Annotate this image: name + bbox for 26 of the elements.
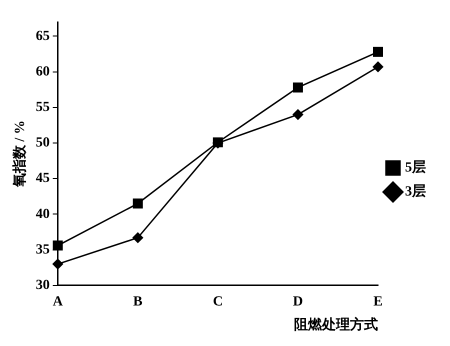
- point: [132, 198, 143, 209]
- x-axis-title: 阻燃处理方式: [294, 316, 378, 334]
- x-tick-label: E: [373, 294, 383, 310]
- point: [132, 232, 144, 243]
- point: [52, 240, 63, 251]
- point: [372, 62, 384, 72]
- legend-label: 5层: [405, 160, 426, 176]
- point: [52, 258, 64, 270]
- y-tick-label: 45: [36, 171, 50, 186]
- y-tick-label: 35: [36, 242, 50, 258]
- point: [292, 82, 303, 92]
- y-tick-label: 30: [36, 278, 50, 294]
- y-tick-label: 40: [36, 206, 50, 222]
- y-tick-label: 55: [36, 100, 50, 116]
- y-axis-title: 氧指数 / %: [12, 120, 28, 188]
- point: [212, 137, 223, 148]
- y-tick-label: 50: [36, 136, 50, 151]
- x-tick-label: B: [133, 294, 143, 310]
- x-tick-label: C: [212, 294, 223, 310]
- y-tick-label: 60: [36, 64, 50, 80]
- point: [292, 109, 304, 120]
- point: [373, 46, 383, 57]
- y-tick-label: 65: [36, 28, 50, 44]
- legend-label: 3层: [405, 184, 426, 200]
- x-tick-label: A: [52, 294, 64, 310]
- x-tick-label: D: [292, 294, 304, 310]
